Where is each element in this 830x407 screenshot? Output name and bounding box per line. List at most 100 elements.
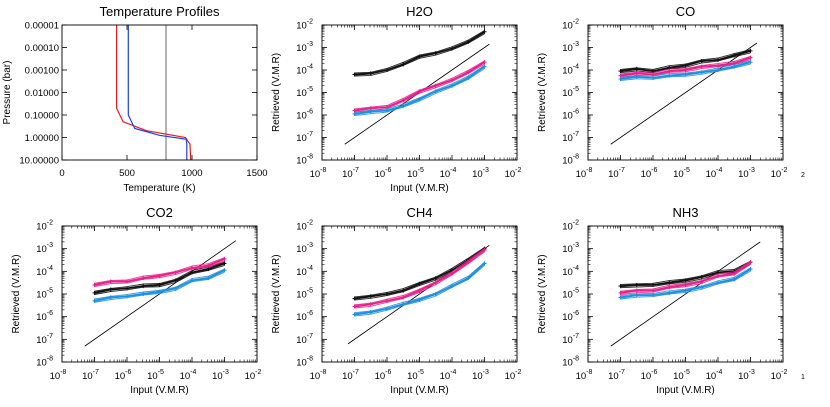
- data-point-magenta: [222, 256, 227, 261]
- y-axis-label: Retrieved (V.M.R): [11, 254, 22, 333]
- data-point-blue: [206, 276, 211, 281]
- x-tick-label: 10-5: [673, 369, 690, 382]
- data-point-magenta: [683, 282, 688, 287]
- data-point-blue: [667, 73, 672, 78]
- series-line-magenta: [354, 61, 485, 112]
- x-tick-label: 10-6: [641, 167, 658, 180]
- y-tick-label: 0.00100: [25, 66, 59, 77]
- data-point-black: [157, 282, 162, 287]
- panel-co2: CO2 10-810-8 10-7 10-7 10-6 10-6 10-5 10-5 10-4 1…: [11, 205, 262, 396]
- data-point-blue: [352, 111, 357, 116]
- x-tick-label: 1000: [181, 168, 202, 179]
- data-point-magenta: [417, 89, 422, 94]
- data-point-blue: [651, 75, 655, 80]
- data-point-magenta: [748, 260, 753, 265]
- data-point-magenta: [634, 71, 639, 76]
- y-tick-label: 0.01000: [25, 88, 59, 99]
- y-tick-label: 10-3: [36, 242, 53, 255]
- y-tick-label: 0.00010: [25, 43, 59, 54]
- data-point-black: [618, 69, 623, 74]
- x-tick-label: 10-4: [706, 167, 723, 180]
- data-point-blue: [401, 302, 406, 307]
- y-axis-label: Retrieved (V.M.R): [537, 254, 548, 333]
- data-point-blue: [634, 74, 639, 79]
- data-point-magenta: [748, 55, 753, 60]
- y-tick-label: 10-7: [562, 333, 579, 346]
- y-tick-label: 10-8: [296, 154, 313, 167]
- data-point-blue: [748, 267, 753, 272]
- data-point-blue: [385, 108, 389, 113]
- data-point-black: [190, 270, 194, 275]
- data-point-blue: [732, 64, 737, 69]
- data-point-magenta: [433, 280, 438, 285]
- panel-nh3: NH3 10-810-8 10-7 10-7 10-6 10-6 10-5 10-5 10-4 1…: [537, 205, 805, 396]
- x-tick-label: 10-8: [310, 167, 327, 180]
- data-point-black: [385, 292, 389, 296]
- data-point-magenta: [108, 279, 113, 284]
- data-point-black: [125, 286, 129, 291]
- y-tick-label: 10-6: [562, 109, 579, 122]
- data-point-magenta: [699, 64, 704, 69]
- data-point-black: [401, 288, 406, 293]
- y-tick-label: 10-7: [296, 131, 313, 144]
- x-tick-label: 10-8: [310, 369, 327, 382]
- data-point-magenta: [618, 290, 623, 295]
- y-tick-label: 10-4: [296, 64, 313, 77]
- data-point-blue: [699, 70, 704, 75]
- data-point-blue: [683, 72, 688, 77]
- data-point-magenta: [466, 70, 471, 75]
- data-point-blue: [401, 104, 406, 108]
- data-point-magenta: [716, 63, 720, 68]
- y-tick-label: 10-7: [296, 333, 313, 346]
- x-tick-label: 10-4: [180, 369, 197, 382]
- data-point-magenta: [206, 263, 211, 268]
- panel-h2o: H2O 10-810-8 10-7 10-7 10-6 10-6 10-5 10-5 10-4 1…: [271, 4, 522, 194]
- data-point-blue: [683, 288, 688, 293]
- panel-ch4: CH4 10-810-8 10-7 10-7 10-6 10-6 10-5 10-5 10-4 1…: [271, 205, 522, 396]
- series-line-magenta: [620, 261, 751, 293]
- data-point-blue: [352, 312, 357, 317]
- data-point-magenta: [173, 270, 178, 275]
- x-axis-label: Temperature (K): [123, 183, 195, 194]
- y-tick-label: 10-2: [36, 220, 53, 233]
- y-tick-label: 0.00001: [25, 21, 59, 32]
- x-tick-label: 1500: [246, 168, 267, 179]
- data-point-blue: [125, 294, 129, 299]
- y-tick-label: 10-5: [296, 86, 313, 99]
- y-tick-label: 10-5: [562, 86, 579, 99]
- x-axis-label: Input (V.M.R): [390, 385, 449, 396]
- x-axis-label: Input (V.M.R): [130, 385, 189, 396]
- y-axis-label: Retrieved (V.M.R): [271, 53, 282, 132]
- data-point-blue: [222, 268, 227, 273]
- data-point-black: [352, 296, 357, 301]
- x-tick-label: 10-5: [407, 167, 424, 180]
- data-point-black: [716, 57, 720, 62]
- data-point-magenta: [450, 271, 454, 276]
- data-point-blue: [385, 306, 389, 311]
- y-tick-label: 10-4: [562, 64, 579, 77]
- data-point-magenta: [651, 288, 655, 293]
- x-tick-label: 10-6: [375, 167, 392, 180]
- data-point-blue: [450, 83, 454, 88]
- data-point-black: [482, 29, 487, 34]
- x-tick-label: 10-4: [440, 167, 457, 180]
- data-point-blue: [466, 75, 471, 80]
- x-tick-label: 10-6: [375, 369, 392, 382]
- data-point-blue: [618, 295, 623, 300]
- data-point-black: [417, 54, 422, 59]
- data-point-magenta: [141, 276, 146, 281]
- x-tick-label: 10-4: [440, 369, 457, 382]
- data-point-blue: [466, 276, 471, 281]
- x-tick-label: 10-5: [673, 167, 690, 180]
- y-tick-label: 1.00000: [25, 133, 59, 144]
- y-tick-label: 10-2: [296, 19, 313, 32]
- x-tick-label: 10-8: [576, 369, 593, 382]
- data-point-blue: [618, 77, 623, 81]
- data-point-black: [417, 281, 422, 286]
- x-tick-label: 10-6: [641, 369, 658, 382]
- x-tick-label: 10-8: [50, 369, 67, 382]
- y-tick-label: 10-6: [296, 109, 313, 122]
- series-line-black: [354, 30, 485, 75]
- data-point-black: [466, 39, 471, 44]
- data-point-blue: [651, 293, 655, 298]
